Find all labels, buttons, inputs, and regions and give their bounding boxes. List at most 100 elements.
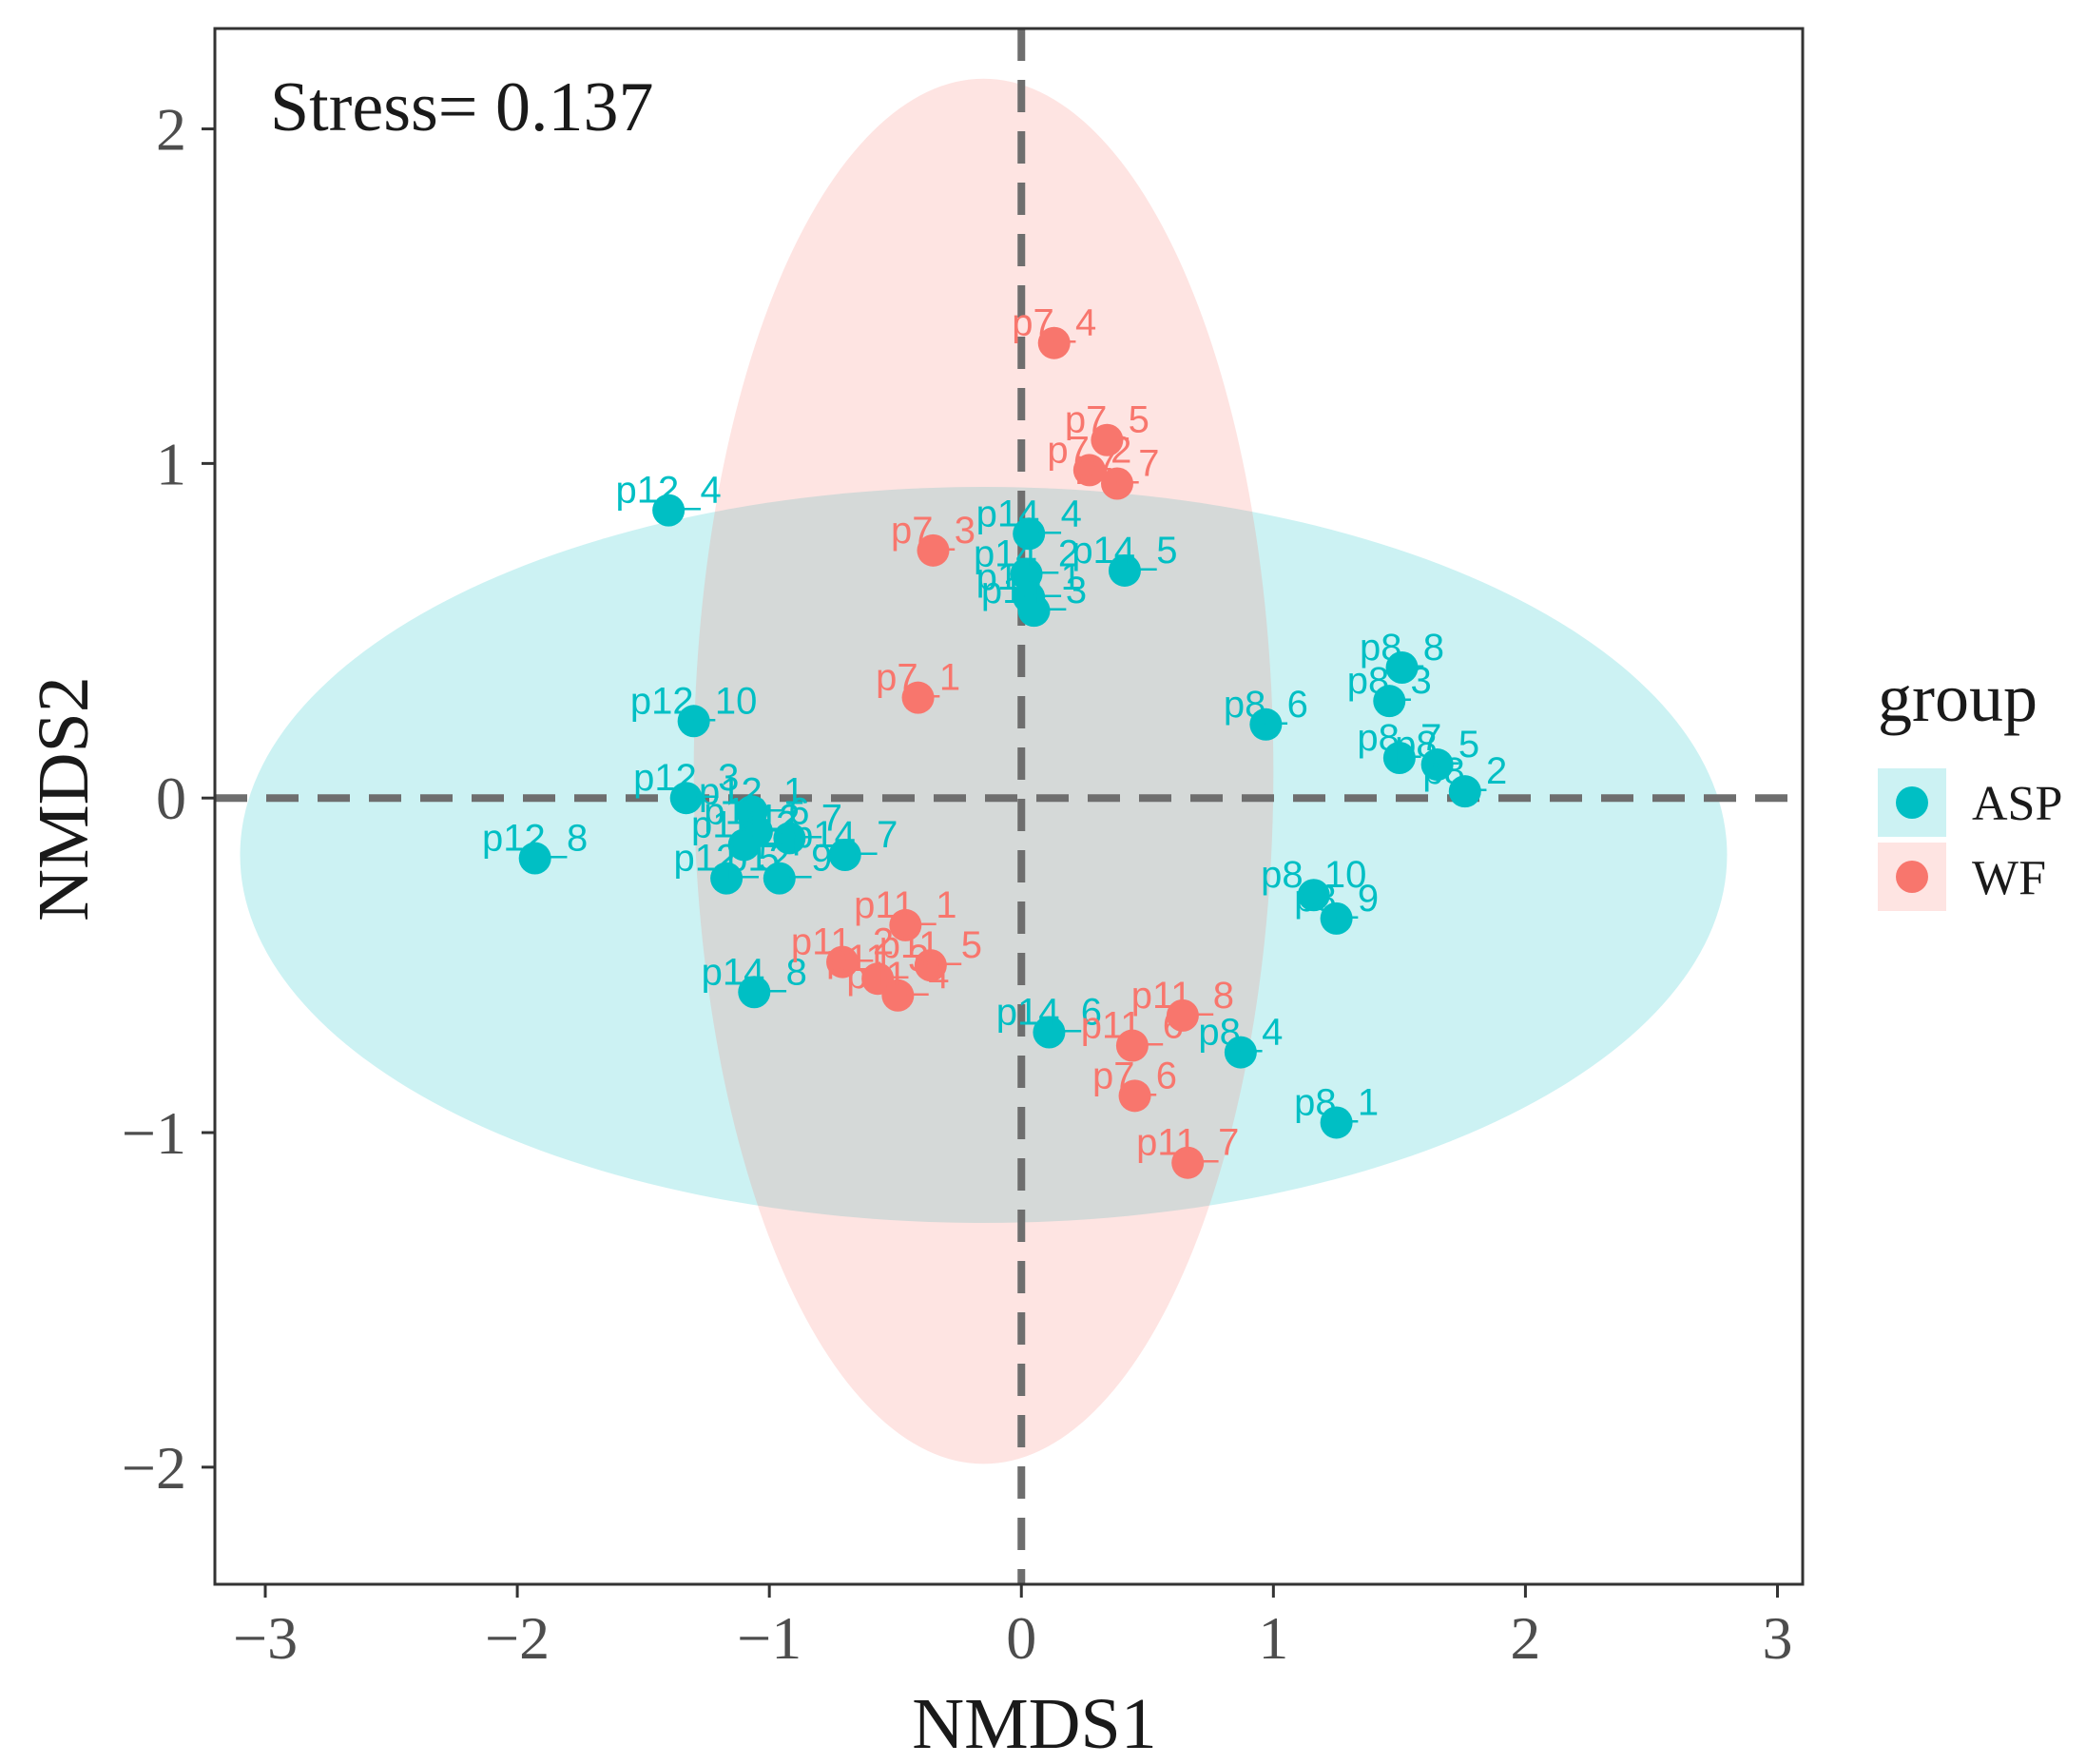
stress-annotation: Stress= 0.137 bbox=[270, 68, 654, 146]
legend-label-asp: ASP bbox=[1972, 777, 2062, 831]
point-label-p14-2: p14_2 bbox=[974, 533, 1079, 574]
x-tick-label: 0 bbox=[1006, 1604, 1036, 1672]
y-tick-label: 2 bbox=[156, 96, 186, 164]
point-label-p7-6: p7_6 bbox=[1092, 1055, 1177, 1096]
point-label-p14-8: p14_8 bbox=[702, 951, 807, 993]
data-point-p12-3 bbox=[669, 782, 703, 815]
data-point-p12-7 bbox=[773, 822, 806, 855]
point-label-p8-4: p8_4 bbox=[1198, 1012, 1283, 1054]
data-point-p11-5 bbox=[914, 949, 947, 982]
point-label-p8-5: p8_5 bbox=[1395, 724, 1479, 766]
data-point-p12-10 bbox=[677, 705, 710, 738]
legend-title: group bbox=[1878, 660, 2038, 736]
point-label-p12-3: p12_3 bbox=[633, 757, 739, 799]
legend-entries: ASP WF bbox=[1878, 768, 2062, 911]
data-point-p11-1 bbox=[889, 908, 922, 941]
point-label-p11-7: p11_7 bbox=[1136, 1122, 1239, 1164]
data-point-p8-9 bbox=[1320, 901, 1353, 935]
legend-label-wf: WF bbox=[1972, 851, 2046, 905]
data-point-p8-5 bbox=[1420, 748, 1454, 782]
data-point-p8-10 bbox=[1297, 879, 1330, 912]
data-point-p11-8 bbox=[1166, 998, 1199, 1032]
point-label-p14-7: p14_7 bbox=[792, 814, 898, 856]
x-axis-title: NMDS1 bbox=[912, 1684, 1157, 1764]
point-label-p12-4: p12_4 bbox=[616, 470, 722, 512]
data-point-p8-2 bbox=[1448, 775, 1481, 808]
point-label-p7-1: p7_1 bbox=[876, 657, 960, 699]
data-point-p14-4 bbox=[1013, 517, 1046, 551]
ellipse-wf bbox=[693, 78, 1274, 1464]
point-label-p12-2: p12_2 bbox=[691, 804, 797, 845]
point-label-p11-5: p11_5 bbox=[879, 924, 982, 966]
x-tick-label: −1 bbox=[737, 1604, 802, 1672]
point-label-p14-4: p14_4 bbox=[976, 493, 1082, 534]
y-tick-label: −2 bbox=[122, 1434, 186, 1502]
data-point-p11-7 bbox=[1171, 1146, 1205, 1179]
point-label-p11-4: p11_4 bbox=[846, 955, 949, 997]
point-label-p8-9: p8_9 bbox=[1294, 878, 1379, 920]
legend-dot-asp bbox=[1896, 786, 1928, 819]
confidence-ellipses bbox=[240, 78, 1728, 1464]
point-label-p7-5: p7_5 bbox=[1065, 399, 1149, 441]
point-label-p11-8: p11_8 bbox=[1131, 975, 1234, 1017]
point-label-p14-5: p14_5 bbox=[1072, 530, 1177, 572]
point-label-p7-4: p7_4 bbox=[1012, 302, 1096, 344]
ellipse-asp bbox=[240, 487, 1728, 1224]
x-tick-label: 3 bbox=[1762, 1604, 1792, 1672]
point-label-p8-8: p8_8 bbox=[1360, 627, 1444, 669]
data-point-p12-9 bbox=[763, 862, 796, 895]
point-label-p14-6: p14_6 bbox=[996, 991, 1102, 1033]
data-point-p7-3 bbox=[917, 533, 950, 567]
point-label-p8-1: p8_1 bbox=[1294, 1081, 1379, 1123]
point-label-p8-7: p8_7 bbox=[1357, 717, 1441, 759]
point-label-p8-2: p8_2 bbox=[1422, 750, 1507, 792]
data-point-p8-7 bbox=[1382, 741, 1416, 774]
point-label-p11-3: p11_3 bbox=[826, 938, 929, 979]
data-point-p14-3 bbox=[1017, 594, 1051, 628]
x-tick-label: −3 bbox=[233, 1604, 298, 1672]
point-label-p12-1: p12_1 bbox=[699, 770, 804, 812]
data-point-p7-6 bbox=[1118, 1079, 1151, 1113]
data-point-p11-4 bbox=[881, 979, 915, 1012]
data-point-p7-4 bbox=[1037, 326, 1071, 359]
point-label-p14-1: p14_1 bbox=[976, 556, 1082, 598]
data-point-p8-4 bbox=[1224, 1036, 1257, 1069]
point-label-p12-5: p12_5 bbox=[673, 838, 779, 880]
y-tick-label: −1 bbox=[122, 1099, 186, 1167]
data-point-p12-2 bbox=[727, 828, 761, 862]
point-label-p7-7: p7_7 bbox=[1074, 442, 1159, 484]
y-tick-label: 0 bbox=[156, 765, 186, 832]
y-axis-title: NMDS2 bbox=[24, 676, 104, 921]
point-label-p11-6: p11_6 bbox=[1081, 1005, 1184, 1047]
data-point-p14-5 bbox=[1108, 553, 1141, 587]
y-axis-ticks: −2 −1 0 1 2 bbox=[122, 96, 215, 1502]
data-point-p8-8 bbox=[1385, 650, 1419, 684]
data-point-p12-8 bbox=[518, 842, 551, 875]
point-label-p12-8: p12_8 bbox=[482, 818, 588, 860]
reference-lines bbox=[215, 29, 1803, 1584]
data-point-p14-2 bbox=[1010, 557, 1043, 591]
data-point-p11-2 bbox=[826, 945, 860, 979]
data-point-p8-6 bbox=[1249, 708, 1283, 741]
data-point-p8-3 bbox=[1373, 685, 1406, 718]
data-point-p7-1 bbox=[901, 681, 935, 714]
point-label-p14-3: p14_3 bbox=[981, 570, 1087, 611]
point-label-p12-7: p12_7 bbox=[737, 797, 842, 839]
data-point-p12-5 bbox=[710, 862, 744, 895]
point-label-p8-6: p8_6 bbox=[1224, 684, 1308, 726]
x-tick-label: 2 bbox=[1510, 1604, 1540, 1672]
legend-dot-wf bbox=[1896, 861, 1928, 893]
data-point-p14-7 bbox=[828, 839, 861, 872]
data-point-p11-6 bbox=[1115, 1029, 1149, 1062]
point-label-p7-2: p7_2 bbox=[1047, 429, 1131, 471]
point-label-p11-1: p11_1 bbox=[854, 884, 956, 926]
x-tick-label: −2 bbox=[485, 1604, 550, 1672]
x-tick-label: 1 bbox=[1258, 1604, 1288, 1672]
plot-panel-border bbox=[213, 27, 1805, 1586]
legend: group ASP WF bbox=[1878, 660, 2062, 911]
y-tick-label: 1 bbox=[156, 430, 186, 497]
data-point-p14-8 bbox=[738, 976, 771, 1009]
data-point-p7-5 bbox=[1091, 423, 1124, 456]
